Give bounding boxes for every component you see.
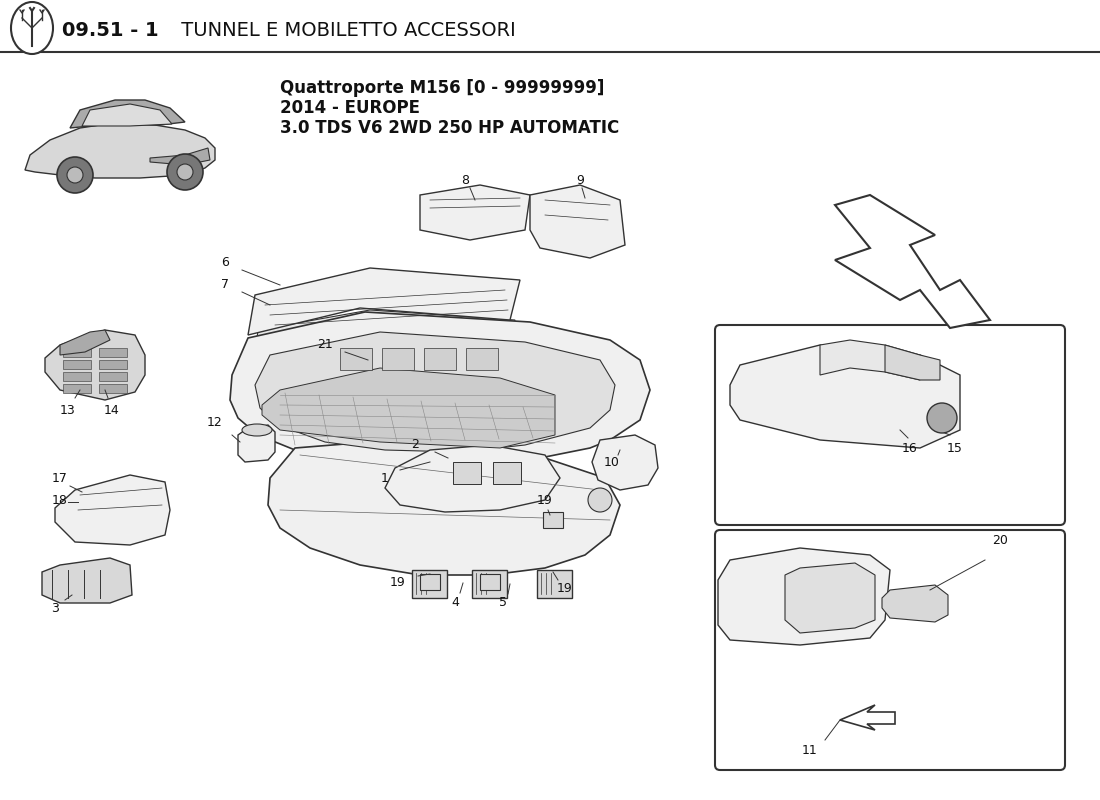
Bar	[99, 360, 127, 369]
Polygon shape	[82, 104, 172, 126]
Bar	[537, 570, 572, 598]
Polygon shape	[530, 185, 625, 258]
Text: TUNNEL E MOBILETTO ACCESSORI: TUNNEL E MOBILETTO ACCESSORI	[175, 21, 516, 39]
Text: 4: 4	[451, 595, 459, 609]
Polygon shape	[820, 340, 920, 380]
Polygon shape	[268, 440, 620, 575]
Polygon shape	[60, 330, 110, 355]
Polygon shape	[420, 185, 530, 240]
Polygon shape	[25, 122, 215, 178]
Text: 10: 10	[604, 455, 620, 469]
Bar	[99, 384, 127, 393]
Text: 09.51 - 1: 09.51 - 1	[62, 21, 158, 39]
Bar	[382, 348, 414, 370]
Bar	[543, 512, 563, 528]
Polygon shape	[55, 475, 170, 545]
Bar	[340, 348, 372, 370]
Bar	[63, 348, 91, 357]
Text: Quattroporte M156 [0 - 99999999]: Quattroporte M156 [0 - 99999999]	[280, 79, 604, 97]
FancyBboxPatch shape	[715, 325, 1065, 525]
Text: 19: 19	[537, 494, 553, 506]
Text: 17: 17	[52, 471, 68, 485]
Polygon shape	[150, 148, 210, 165]
Bar	[420, 574, 440, 590]
Ellipse shape	[11, 2, 53, 54]
Text: 3: 3	[51, 602, 59, 614]
Polygon shape	[42, 558, 132, 603]
Text: 20: 20	[992, 534, 1008, 546]
Bar	[424, 348, 456, 370]
Bar	[453, 462, 481, 484]
Polygon shape	[882, 585, 948, 622]
Polygon shape	[70, 100, 185, 128]
Circle shape	[177, 164, 192, 180]
Text: 6: 6	[221, 255, 229, 269]
Text: 13: 13	[60, 403, 76, 417]
Text: 1: 1	[381, 471, 389, 485]
Bar	[99, 348, 127, 357]
Text: 11: 11	[802, 743, 818, 757]
Bar	[480, 574, 501, 590]
Polygon shape	[255, 332, 615, 452]
Polygon shape	[255, 310, 515, 355]
Ellipse shape	[242, 424, 272, 436]
Bar	[466, 348, 498, 370]
Polygon shape	[730, 345, 960, 448]
FancyBboxPatch shape	[715, 530, 1065, 770]
Bar	[412, 570, 447, 598]
Polygon shape	[840, 705, 895, 730]
Circle shape	[167, 154, 204, 190]
Circle shape	[927, 403, 957, 433]
Text: 2: 2	[411, 438, 419, 451]
Circle shape	[67, 167, 82, 183]
Polygon shape	[45, 330, 145, 400]
Text: 19: 19	[557, 582, 573, 594]
Polygon shape	[835, 195, 990, 328]
Text: 7: 7	[221, 278, 229, 291]
Bar	[63, 372, 91, 381]
Polygon shape	[718, 548, 890, 645]
Text: 14: 14	[104, 403, 120, 417]
Polygon shape	[248, 268, 520, 335]
Bar	[63, 384, 91, 393]
Text: 8: 8	[461, 174, 469, 186]
Text: 3.0 TDS V6 2WD 250 HP AUTOMATIC: 3.0 TDS V6 2WD 250 HP AUTOMATIC	[280, 119, 619, 137]
Bar	[99, 372, 127, 381]
Text: 21: 21	[317, 338, 333, 351]
Circle shape	[588, 488, 612, 512]
Bar	[472, 570, 507, 598]
Text: 12: 12	[207, 415, 223, 429]
Bar	[63, 360, 91, 369]
Bar	[493, 462, 521, 484]
Text: 16: 16	[902, 442, 917, 454]
Text: 5: 5	[499, 595, 507, 609]
Polygon shape	[385, 445, 560, 512]
Text: 18: 18	[52, 494, 68, 506]
Text: 2014 - EUROPE: 2014 - EUROPE	[280, 99, 420, 117]
Text: 15: 15	[947, 442, 962, 454]
Polygon shape	[230, 312, 650, 468]
Circle shape	[57, 157, 94, 193]
Polygon shape	[238, 425, 275, 462]
Text: 9: 9	[576, 174, 584, 186]
Polygon shape	[262, 368, 556, 448]
Polygon shape	[592, 435, 658, 490]
Text: 19: 19	[390, 575, 406, 589]
Polygon shape	[886, 345, 940, 380]
Polygon shape	[785, 563, 874, 633]
